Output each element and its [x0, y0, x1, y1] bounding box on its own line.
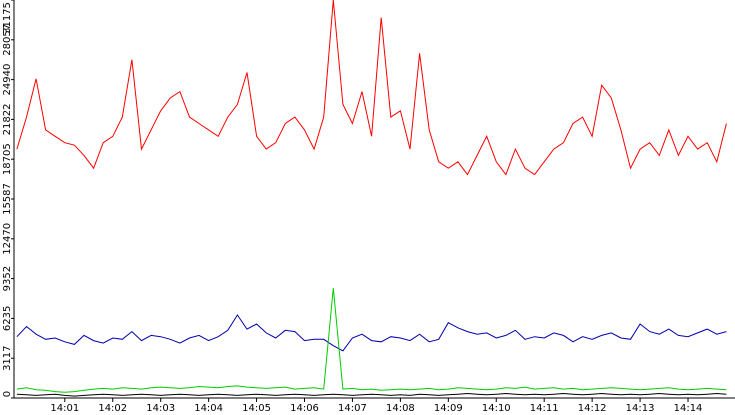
x-tick-label: 14:05	[242, 403, 271, 414]
x-tick-label: 14:11	[530, 403, 559, 414]
y-tick-label: 6235	[2, 306, 13, 331]
x-tick-label: 14:03	[146, 403, 175, 414]
y-tick-label: 18705	[2, 143, 13, 175]
series-line	[16, 314, 727, 352]
x-tick-label: 14:14	[674, 403, 703, 414]
y-tick-label: 3117	[2, 345, 13, 370]
y-tick-label: 28057	[2, 24, 13, 56]
x-tick-label: 14:08	[386, 403, 415, 414]
y-tick-label: 21822	[2, 104, 13, 136]
x-tick-label: 14:02	[98, 403, 127, 414]
x-tick-label: 14:10	[482, 403, 511, 414]
x-tick-label: 14:01	[50, 403, 79, 414]
y-tick-label: 9352	[2, 266, 13, 291]
y-tick-label: 15587	[2, 183, 13, 215]
x-tick-label: 14:06	[290, 403, 319, 414]
y-tick-label: 24940	[2, 64, 13, 96]
series-line	[16, 392, 727, 397]
x-tick-label: 14:12	[578, 403, 607, 414]
y-tick-label: 0	[2, 391, 13, 397]
x-tick-label: 14:07	[338, 403, 367, 414]
y-tick-label: 12470	[2, 223, 13, 255]
series-line	[16, 0, 727, 176]
x-tick-label: 14:09	[434, 403, 463, 414]
x-tick-label: 14:13	[626, 403, 655, 414]
series-line	[16, 288, 727, 393]
x-tick-label: 14:04	[194, 403, 223, 414]
y-tick-label: 31175	[2, 2, 13, 34]
